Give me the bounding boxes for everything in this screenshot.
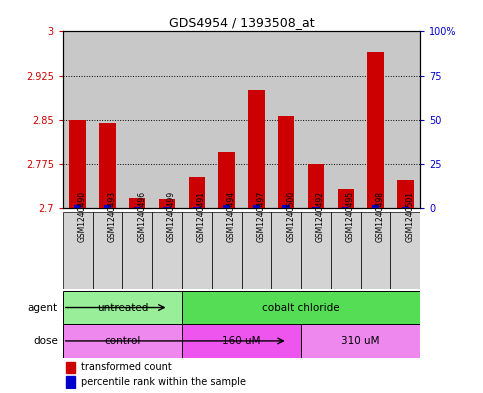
Text: GSM1240490: GSM1240490	[78, 191, 86, 242]
Text: percentile rank within the sample: percentile rank within the sample	[81, 377, 246, 387]
Text: GSM1240501: GSM1240501	[405, 191, 414, 242]
Bar	[342, 206, 349, 208]
Bar	[74, 205, 81, 208]
FancyBboxPatch shape	[331, 212, 361, 289]
Text: GSM1240499: GSM1240499	[167, 191, 176, 242]
Bar	[163, 206, 170, 208]
Bar	[134, 206, 141, 208]
Bar	[66, 362, 75, 373]
Bar	[338, 189, 354, 208]
FancyBboxPatch shape	[271, 212, 301, 289]
FancyBboxPatch shape	[212, 212, 242, 289]
FancyBboxPatch shape	[301, 212, 331, 289]
Text: cobalt chloride: cobalt chloride	[262, 303, 340, 312]
FancyBboxPatch shape	[242, 212, 271, 289]
Bar	[368, 52, 384, 208]
Text: dose: dose	[33, 336, 58, 346]
Bar	[129, 198, 145, 208]
Bar	[372, 205, 379, 208]
FancyBboxPatch shape	[182, 212, 212, 289]
Bar	[402, 206, 409, 208]
Text: GSM1240495: GSM1240495	[346, 191, 355, 242]
Text: control: control	[104, 336, 141, 346]
Text: GSM1240500: GSM1240500	[286, 191, 295, 242]
Bar	[397, 180, 413, 208]
Bar	[308, 164, 324, 208]
Bar	[189, 177, 205, 208]
Bar	[193, 206, 200, 208]
Text: GSM1240498: GSM1240498	[376, 191, 384, 242]
Bar	[223, 205, 230, 208]
FancyBboxPatch shape	[93, 212, 122, 289]
Text: agent: agent	[28, 303, 58, 312]
FancyBboxPatch shape	[63, 324, 182, 358]
Text: untreated: untreated	[97, 303, 148, 312]
Bar	[283, 205, 290, 208]
Bar	[278, 116, 294, 208]
Text: transformed count: transformed count	[81, 362, 171, 372]
Bar	[313, 206, 320, 208]
Title: GDS4954 / 1393508_at: GDS4954 / 1393508_at	[169, 16, 314, 29]
FancyBboxPatch shape	[361, 212, 390, 289]
Bar	[99, 123, 115, 208]
FancyBboxPatch shape	[63, 212, 93, 289]
Bar	[248, 90, 265, 208]
Text: 160 uM: 160 uM	[222, 336, 261, 346]
Text: GSM1240492: GSM1240492	[316, 191, 325, 242]
Bar	[253, 205, 260, 208]
Bar	[218, 152, 235, 208]
FancyBboxPatch shape	[390, 212, 420, 289]
Text: 310 uM: 310 uM	[341, 336, 380, 346]
Text: GSM1240494: GSM1240494	[227, 191, 236, 242]
FancyBboxPatch shape	[122, 212, 152, 289]
Text: GSM1240497: GSM1240497	[256, 191, 265, 242]
FancyBboxPatch shape	[182, 291, 420, 324]
Bar	[159, 199, 175, 208]
Bar	[104, 205, 111, 208]
Text: GSM1240491: GSM1240491	[197, 191, 206, 242]
Bar	[70, 120, 86, 208]
Text: GSM1240493: GSM1240493	[108, 191, 116, 242]
FancyBboxPatch shape	[301, 324, 420, 358]
FancyBboxPatch shape	[63, 291, 182, 324]
Text: GSM1240496: GSM1240496	[137, 191, 146, 242]
Bar	[66, 376, 75, 387]
FancyBboxPatch shape	[182, 324, 301, 358]
FancyBboxPatch shape	[152, 212, 182, 289]
